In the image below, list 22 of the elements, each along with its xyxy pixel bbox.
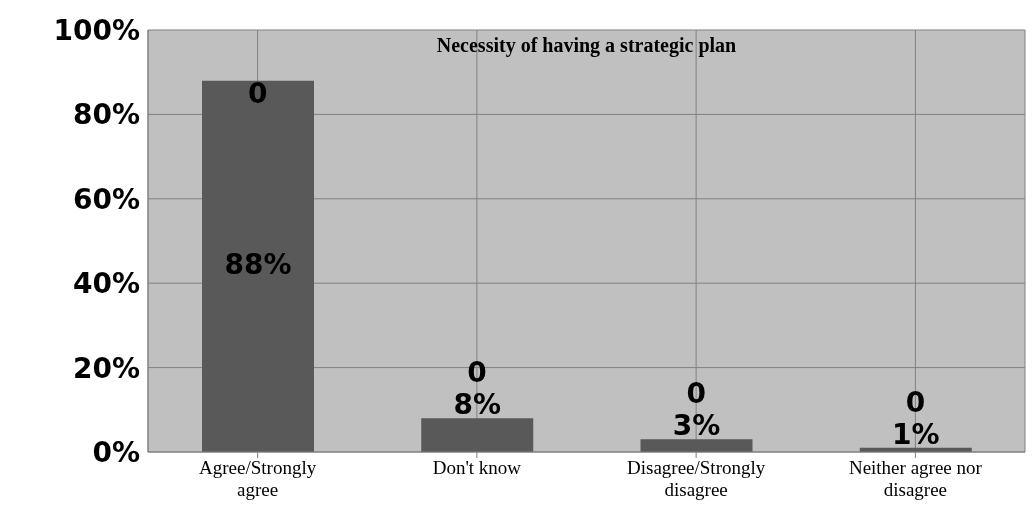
data-label: 3% [672,409,721,443]
data-label: 88% [224,248,292,282]
y-tick-label: 0% [92,435,140,469]
y-tick-label: 80% [72,98,140,132]
bar [421,418,534,452]
y-tick-label: 20% [72,351,140,385]
y-tick-label: 100% [53,13,140,47]
data-label: 8% [453,388,502,422]
y-tick-label: 60% [72,182,140,216]
bar [202,80,314,452]
x-tick-label: Neither agree nor disagree [848,457,983,500]
x-tick-label: Agree/Strongly agree [199,457,317,500]
x-tick-label: Don't know [432,457,522,478]
annotation: 0 [247,76,268,110]
annotation: 0 [905,385,926,419]
annotation: 0 [686,377,706,411]
annotation: 0 [467,356,487,390]
x-tick-label: Disagree/Strongly disagree [626,457,766,500]
y-tick-label: 40% [72,267,140,301]
chart-title: Necessity of having a strategic plan [435,34,738,57]
bar [640,439,753,452]
data-label: 1% [891,417,940,451]
